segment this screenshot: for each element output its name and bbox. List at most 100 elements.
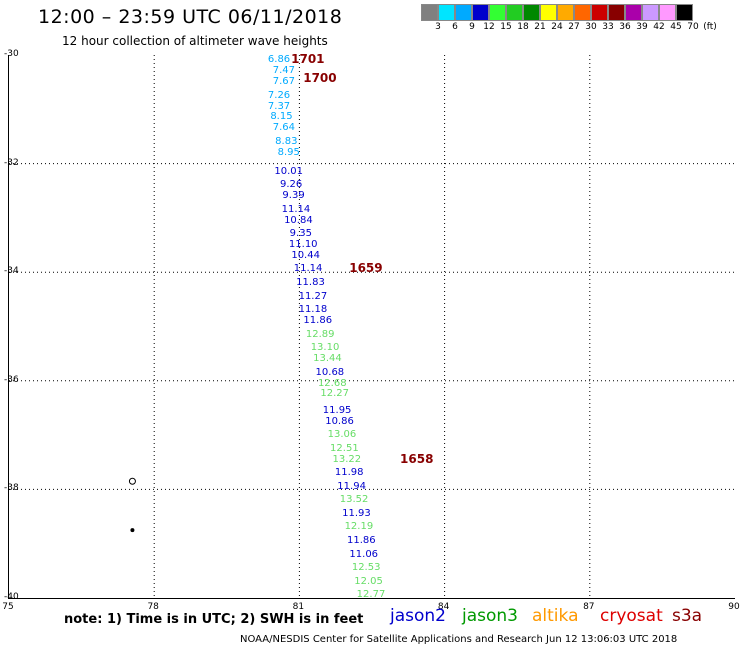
latitude-label: -30 xyxy=(4,49,19,59)
legend-swatch xyxy=(455,4,472,21)
wave-height-value: 11.27 xyxy=(298,290,328,302)
legend-label: 36 xyxy=(619,22,631,32)
latitude-label: -34 xyxy=(4,266,19,277)
wave-height-value: 12.05 xyxy=(354,575,383,587)
legend-label: 70 xyxy=(687,22,699,32)
wave-height-value: 7.26 xyxy=(267,89,291,101)
wave-height-value: 10.86 xyxy=(325,415,354,427)
legend-label: 18 xyxy=(517,22,529,32)
latitude-label: -40 xyxy=(4,592,19,602)
color-scale-labels: 3 6 9 12 15 18 21 24 27 30 33 36 39 42 45 70 (ft) xyxy=(421,22,740,36)
wave-height-value: 11.95 xyxy=(322,404,352,416)
longitude-label: 75 xyxy=(2,602,14,612)
time-label: 1701 xyxy=(291,52,325,67)
satellite-label-s3a: s3a xyxy=(672,606,703,626)
satellite-label-jason2: jason2 xyxy=(390,606,446,626)
legend-swatch xyxy=(421,4,438,21)
wave-height-value: 7.64 xyxy=(272,122,296,134)
legend-swatch xyxy=(642,4,659,21)
wave-height-value: 11.98 xyxy=(334,467,364,479)
legend-swatch xyxy=(472,4,489,21)
legend-swatch xyxy=(489,4,506,21)
legend-swatch xyxy=(574,4,591,21)
wave-height-value: 11.06 xyxy=(349,548,379,560)
time-label: 1700 xyxy=(303,71,337,86)
longitude-label: 84 xyxy=(437,602,450,612)
legend-label: 42 xyxy=(653,22,665,32)
map-subtitle: 12 hour collection of altimeter wave hei… xyxy=(62,34,328,48)
wave-height-value: 11.83 xyxy=(296,277,325,289)
wave-height-value: 11.94 xyxy=(337,480,366,492)
legend-swatch xyxy=(608,4,625,21)
wave-height-value: 8.83 xyxy=(275,135,298,147)
legend-label: (ft) xyxy=(703,22,717,32)
map-grid xyxy=(9,55,735,598)
wave-height-value: 11.14 xyxy=(293,263,323,275)
wave-height-value: 12.68 xyxy=(317,377,347,389)
legend-label: 24 xyxy=(551,22,563,32)
wave-height-value: 13.44 xyxy=(313,353,342,365)
legend-label: 15 xyxy=(500,22,512,32)
wave-height-value: 9.26 xyxy=(279,179,303,191)
satellite-label-jason3: jason3 xyxy=(462,606,518,626)
wave-height-value: 11.18 xyxy=(298,304,328,316)
legend-label: 45 xyxy=(670,22,682,32)
wave-height-value: 8.15 xyxy=(270,111,293,123)
legend-swatch xyxy=(540,4,557,21)
wave-height-value: 7.67 xyxy=(272,76,296,88)
longitude-label: 78 xyxy=(147,602,159,612)
legend-swatch xyxy=(506,4,523,21)
legend-swatch xyxy=(591,4,608,21)
island-outline xyxy=(128,477,136,485)
legend-label: 39 xyxy=(636,22,648,32)
wave-height-value: 13.52 xyxy=(339,494,369,506)
legend-swatch xyxy=(523,4,540,21)
longitude-label: 90 xyxy=(728,602,740,612)
footer-credit: NOAA/NESDIS Center for Satellite Applica… xyxy=(240,634,678,645)
legend-swatch xyxy=(557,4,574,21)
legend-label: 12 xyxy=(483,22,495,32)
wave-height-value: 10.44 xyxy=(291,249,320,261)
legend-label: 3 xyxy=(435,22,441,32)
wave-height-value: 6.86 xyxy=(267,54,291,66)
wave-height-value: 11.93 xyxy=(342,507,371,519)
legend-label: 30 xyxy=(585,22,597,32)
wave-height-value: 11.86 xyxy=(303,315,333,327)
wave-height-value: 12.19 xyxy=(344,521,374,533)
wave-height-value: 12.53 xyxy=(351,562,381,574)
wave-height-value: 10.84 xyxy=(284,214,313,226)
wave-height-value: 13.22 xyxy=(332,453,362,465)
longitude-label: 87 xyxy=(583,602,595,612)
note-text: note: 1) Time is in UTC; 2) SWH is in fe… xyxy=(64,612,364,627)
wave-height-value: 12.51 xyxy=(330,442,359,454)
map-plot-area[interactable] xyxy=(8,55,735,599)
wave-height-value: 11.86 xyxy=(346,534,376,546)
latitude-label: -38 xyxy=(4,483,19,494)
legend-label: 9 xyxy=(469,22,475,32)
legend-swatch xyxy=(659,4,676,21)
time-label: 1659 xyxy=(349,261,383,276)
wave-height-value: 11.14 xyxy=(281,203,311,215)
time-label: 1658 xyxy=(400,451,434,466)
wave-height-value: 8.95 xyxy=(277,146,300,158)
wave-height-value: 7.47 xyxy=(272,65,296,77)
island-outline xyxy=(130,528,135,533)
legend-swatch xyxy=(625,4,642,21)
latitude-label: -36 xyxy=(4,374,19,385)
legend-swatch xyxy=(438,4,455,21)
satellite-label-altika: altika xyxy=(532,606,579,626)
legend-swatch xyxy=(676,4,693,21)
map-title: 12:00 – 23:59 UTC 06/11/2018 xyxy=(38,6,343,28)
longitude-label: 81 xyxy=(292,602,305,612)
color-scale-legend xyxy=(421,4,693,24)
wave-height-value: 13.06 xyxy=(327,429,357,441)
wave-height-value: 11.10 xyxy=(288,239,318,251)
legend-label: 6 xyxy=(452,22,458,32)
legend-label: 27 xyxy=(568,22,580,32)
wave-height-value: 10.01 xyxy=(274,165,304,177)
satellite-label-cryosat: cryosat xyxy=(600,606,663,626)
wave-height-value: 9.39 xyxy=(282,190,305,202)
wave-height-value: 7.37 xyxy=(267,100,291,112)
latitude-label: -32 xyxy=(4,157,19,168)
wave-height-value: 13.10 xyxy=(310,342,340,354)
